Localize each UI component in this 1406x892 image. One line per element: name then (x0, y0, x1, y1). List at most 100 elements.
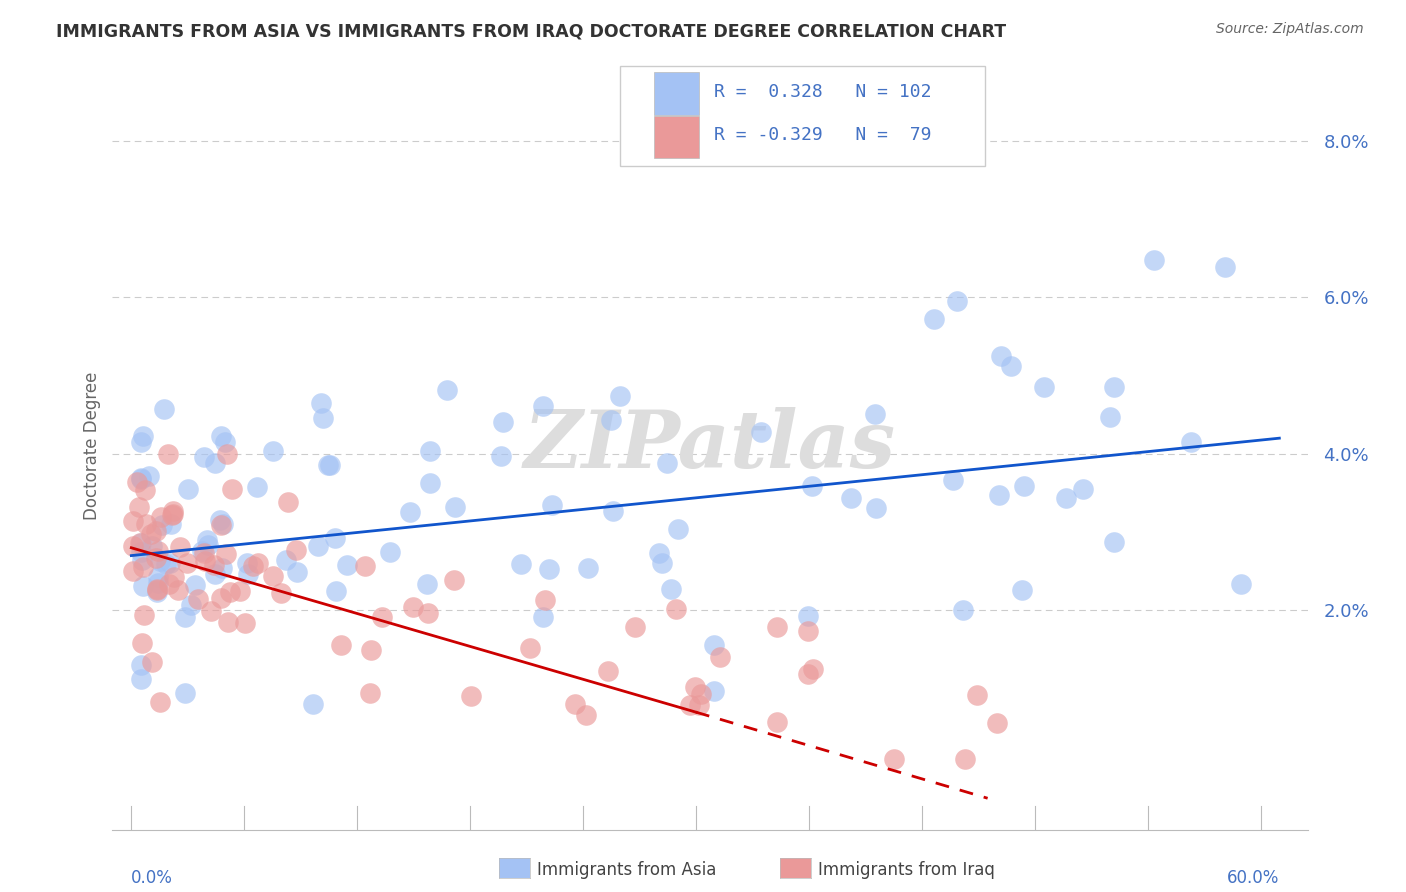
Point (218, 585, 240, 599)
Point (703, 684, 725, 698)
Point (683, 680, 706, 694)
Text: Immigrants from Asia: Immigrants from Asia (537, 861, 717, 879)
Point (575, 707, 598, 722)
Point (122, 540, 145, 554)
Text: R = -0.329   N =  79: R = -0.329 N = 79 (714, 127, 931, 145)
Point (436, 383, 458, 397)
Point (655, 456, 678, 470)
Point (679, 698, 702, 712)
Point (150, 518, 173, 533)
Point (132, 608, 155, 623)
Point (492, 415, 515, 429)
Point (323, 531, 346, 545)
Point (160, 508, 183, 522)
Point (141, 539, 163, 553)
Point (325, 583, 347, 598)
Point (353, 559, 375, 574)
Point (416, 576, 439, 591)
Point (131, 552, 153, 566)
Point (146, 570, 169, 584)
Point (197, 538, 219, 552)
Point (946, 293, 969, 308)
Point (162, 570, 184, 584)
Point (173, 686, 195, 700)
Point (229, 584, 252, 599)
Point (187, 591, 209, 606)
Point (157, 577, 180, 591)
Point (242, 559, 264, 574)
Point (148, 575, 170, 590)
Point (180, 599, 202, 613)
Text: IMMIGRANTS FROM ASIA VS IMMIGRANTS FROM IRAQ DOCTORATE DEGREE CORRELATION CHART: IMMIGRANTS FROM ASIA VS IMMIGRANTS FROM … (56, 22, 1007, 40)
Point (195, 533, 218, 547)
Point (371, 610, 394, 624)
Point (1099, 409, 1122, 424)
Point (156, 447, 179, 461)
Point (146, 585, 169, 599)
Point (1143, 253, 1166, 268)
Point (519, 640, 541, 655)
Point (800, 478, 823, 492)
Point (138, 469, 160, 483)
Point (122, 564, 145, 578)
Point (797, 609, 820, 624)
Point (942, 473, 965, 487)
Point (666, 522, 689, 536)
Point (749, 425, 772, 439)
Point (149, 695, 172, 709)
Text: ZIPatlas: ZIPatlas (524, 408, 896, 484)
Point (688, 698, 710, 713)
Point (209, 591, 232, 605)
Point (211, 516, 233, 531)
Point (1071, 482, 1094, 496)
Point (209, 428, 232, 442)
Point (538, 562, 561, 576)
Point (1012, 479, 1035, 493)
Point (444, 500, 467, 515)
Point (360, 643, 382, 657)
Point (209, 517, 232, 532)
Point (214, 434, 236, 449)
Point (204, 456, 226, 470)
Point (285, 565, 308, 579)
Point (1102, 535, 1125, 549)
Point (703, 638, 725, 652)
Point (399, 504, 422, 518)
Point (129, 658, 152, 673)
Point (208, 513, 231, 527)
Point (145, 524, 167, 538)
Point (169, 540, 191, 554)
Point (443, 573, 465, 587)
Point (221, 483, 243, 497)
Point (966, 688, 988, 702)
Text: R =  0.328   N = 102: R = 0.328 N = 102 (714, 83, 931, 101)
Point (270, 586, 292, 600)
Point (277, 495, 299, 509)
Point (129, 471, 152, 485)
Point (987, 488, 1010, 502)
Point (235, 556, 257, 570)
Point (153, 402, 176, 417)
Point (416, 606, 439, 620)
Point (145, 550, 167, 565)
Point (146, 582, 169, 597)
Point (131, 560, 153, 574)
Point (689, 687, 711, 701)
Point (623, 620, 645, 634)
Point (131, 579, 153, 593)
Point (155, 557, 177, 571)
Point (215, 547, 238, 561)
Point (990, 349, 1012, 363)
Point (599, 413, 621, 427)
Point (129, 435, 152, 450)
Point (765, 715, 787, 730)
Point (177, 482, 200, 496)
Point (402, 600, 425, 615)
Point (839, 491, 862, 506)
Point (609, 389, 631, 403)
Point (598, 664, 620, 678)
Point (276, 553, 298, 567)
Point (883, 752, 905, 766)
Point (122, 515, 145, 529)
Point (709, 650, 731, 665)
